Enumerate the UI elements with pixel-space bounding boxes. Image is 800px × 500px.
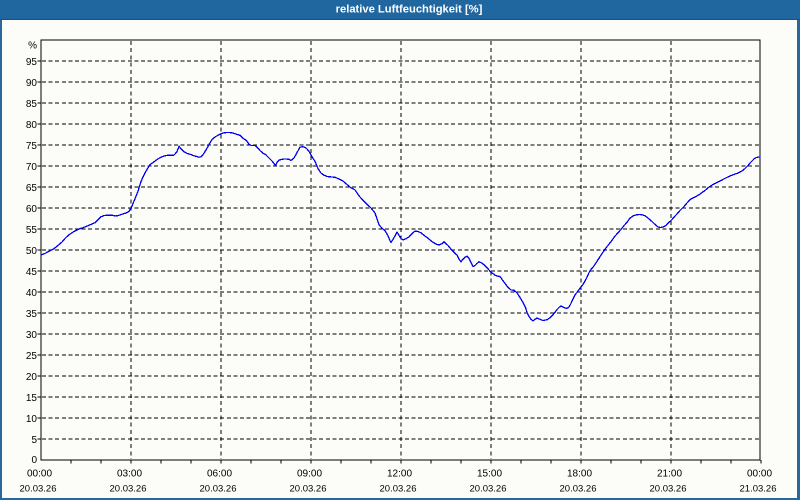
svg-text:15: 15 — [26, 393, 38, 404]
svg-text:20.03.26: 20.03.26 — [470, 484, 507, 495]
svg-text:35: 35 — [26, 309, 38, 320]
svg-text:20.03.26: 20.03.26 — [20, 484, 57, 495]
svg-text:5: 5 — [31, 435, 37, 446]
svg-text:20.03.26: 20.03.26 — [110, 484, 147, 495]
svg-text:06:00: 06:00 — [207, 469, 232, 480]
svg-text:75: 75 — [26, 141, 38, 152]
svg-text:20.03.26: 20.03.26 — [560, 484, 597, 495]
svg-text:15:00: 15:00 — [477, 469, 502, 480]
svg-text:65: 65 — [26, 183, 38, 194]
svg-text:30: 30 — [26, 330, 38, 341]
svg-text:45: 45 — [26, 267, 38, 278]
svg-text:20.03.26: 20.03.26 — [380, 484, 417, 495]
svg-text:21.03.26: 21.03.26 — [740, 484, 777, 495]
svg-text:relative Luftfeuchtigkeit [%]: relative Luftfeuchtigkeit [%] — [336, 4, 483, 16]
svg-text:%: % — [28, 40, 37, 51]
svg-text:10: 10 — [26, 414, 38, 425]
svg-text:0: 0 — [31, 455, 37, 466]
svg-text:55: 55 — [26, 225, 38, 236]
svg-text:00:00: 00:00 — [27, 469, 52, 480]
svg-text:70: 70 — [26, 162, 38, 173]
svg-text:80: 80 — [26, 120, 38, 131]
svg-text:18:00: 18:00 — [567, 469, 592, 480]
svg-text:20: 20 — [26, 372, 38, 383]
svg-text:90: 90 — [26, 78, 38, 89]
svg-text:12:00: 12:00 — [387, 469, 412, 480]
svg-text:95: 95 — [26, 57, 38, 68]
svg-text:40: 40 — [26, 288, 38, 299]
svg-text:20.03.26: 20.03.26 — [650, 484, 687, 495]
svg-text:85: 85 — [26, 99, 38, 110]
svg-text:25: 25 — [26, 351, 38, 362]
svg-text:20.03.26: 20.03.26 — [290, 484, 327, 495]
svg-text:50: 50 — [26, 246, 38, 257]
svg-text:20.03.26: 20.03.26 — [200, 484, 237, 495]
svg-text:09:00: 09:00 — [297, 469, 322, 480]
svg-text:03:00: 03:00 — [117, 469, 142, 480]
svg-text:60: 60 — [26, 204, 38, 215]
svg-text:00:00: 00:00 — [747, 469, 772, 480]
svg-text:21:00: 21:00 — [657, 469, 682, 480]
